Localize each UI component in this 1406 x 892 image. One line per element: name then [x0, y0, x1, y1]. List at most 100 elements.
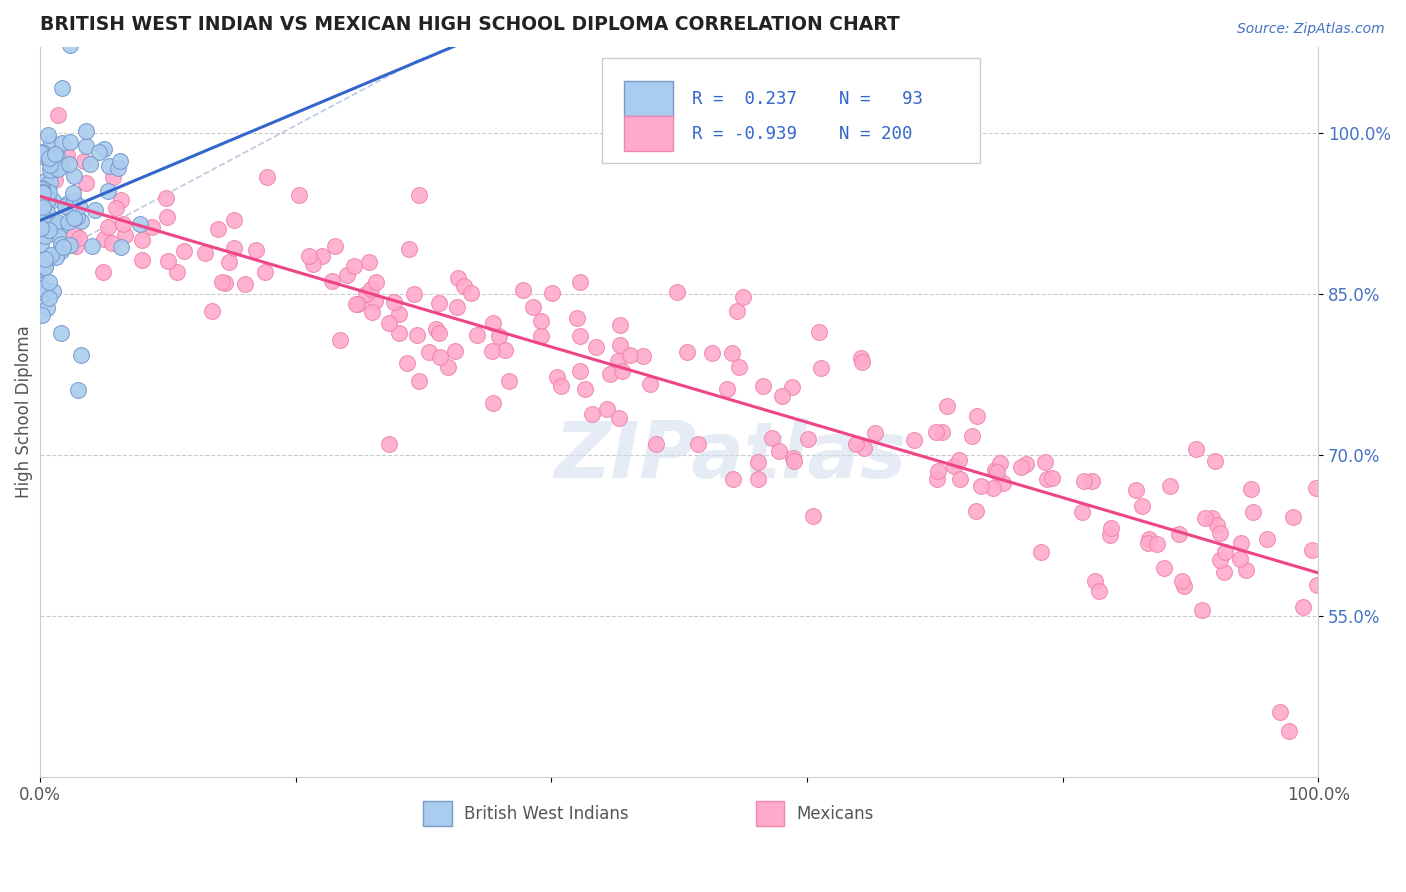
Point — [644, 437, 666, 451]
Point — [30, 221, 52, 235]
Point — [1099, 521, 1122, 535]
Point — [66, 210, 89, 224]
Point — [460, 285, 482, 300]
Point — [141, 220, 163, 235]
Point — [37, 204, 59, 219]
Point — [325, 239, 347, 253]
Point — [495, 343, 517, 358]
Point — [336, 268, 359, 283]
Point — [67, 231, 90, 245]
Point — [34, 174, 56, 188]
Point — [1256, 533, 1278, 547]
Point — [1130, 499, 1153, 513]
FancyBboxPatch shape — [756, 801, 785, 826]
Point — [1204, 454, 1226, 468]
Point — [498, 374, 520, 388]
Point — [924, 425, 946, 439]
Point — [52, 240, 75, 254]
Point — [97, 220, 120, 235]
Point — [37, 193, 59, 207]
Point — [110, 194, 132, 208]
Point — [224, 212, 246, 227]
Point — [103, 169, 125, 184]
Point — [131, 253, 153, 268]
Point — [863, 425, 886, 440]
Point — [214, 277, 236, 291]
Point — [1171, 574, 1194, 588]
Point — [131, 233, 153, 247]
Point — [101, 235, 124, 250]
Point — [32, 228, 55, 243]
Text: R = -0.939    N = 200: R = -0.939 N = 200 — [692, 125, 912, 143]
Point — [30, 236, 52, 251]
Point — [599, 367, 621, 381]
Point — [567, 311, 589, 326]
Point — [927, 472, 949, 486]
Point — [65, 239, 87, 253]
Point — [75, 138, 97, 153]
Point — [34, 286, 56, 301]
Point — [619, 348, 641, 362]
Point — [965, 504, 987, 518]
Point — [31, 145, 53, 159]
Point — [1209, 552, 1232, 566]
Point — [66, 383, 89, 397]
Point — [1230, 536, 1253, 550]
Point — [37, 184, 59, 198]
Point — [1194, 511, 1216, 525]
Point — [253, 265, 276, 279]
Point — [1212, 565, 1234, 579]
Point — [1081, 475, 1104, 489]
Point — [110, 239, 132, 253]
Point — [903, 433, 925, 447]
Point — [70, 349, 93, 363]
Point — [38, 222, 60, 236]
Point — [38, 185, 60, 199]
Point — [1281, 509, 1303, 524]
Point — [34, 229, 56, 244]
Point — [1209, 526, 1232, 541]
Point — [49, 237, 72, 252]
Point — [1240, 482, 1263, 496]
Point — [107, 161, 129, 175]
Point — [37, 128, 59, 142]
Point — [1036, 472, 1059, 486]
Point — [721, 472, 744, 486]
Point — [156, 211, 179, 225]
Point — [408, 187, 430, 202]
Point — [1010, 460, 1032, 475]
Point — [55, 199, 77, 213]
Y-axis label: High School Diploma: High School Diploma — [15, 326, 32, 498]
Point — [1125, 483, 1147, 498]
Point — [1173, 579, 1195, 593]
Point — [51, 136, 73, 151]
Point — [747, 472, 769, 486]
Point — [63, 211, 86, 225]
Point — [382, 294, 405, 309]
Point — [782, 451, 804, 466]
Point — [58, 196, 80, 211]
Point — [114, 228, 136, 243]
Point — [63, 225, 86, 239]
Point — [1159, 479, 1181, 493]
Point — [716, 382, 738, 396]
Point — [981, 481, 1004, 495]
Point — [761, 432, 783, 446]
Point — [801, 508, 824, 523]
Text: Source: ZipAtlas.com: Source: ZipAtlas.com — [1237, 22, 1385, 37]
Point — [1270, 706, 1292, 720]
Point — [770, 389, 793, 403]
Point — [32, 210, 55, 224]
Point — [731, 290, 754, 304]
Point — [482, 316, 505, 330]
Point — [38, 291, 60, 305]
Point — [378, 437, 401, 451]
Point — [1071, 505, 1094, 519]
FancyBboxPatch shape — [602, 58, 980, 163]
Point — [702, 346, 724, 360]
Point — [569, 275, 592, 289]
Point — [948, 472, 970, 486]
Point — [1137, 533, 1160, 547]
FancyBboxPatch shape — [624, 81, 672, 116]
Point — [1305, 578, 1327, 592]
